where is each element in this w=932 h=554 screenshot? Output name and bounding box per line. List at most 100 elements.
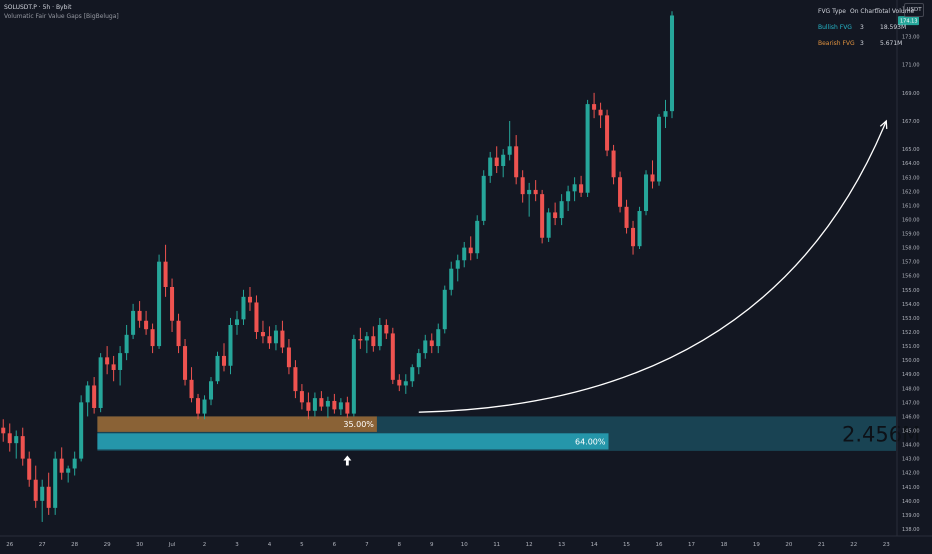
candle [455, 254, 460, 282]
candle [403, 374, 408, 394]
candle [332, 393, 337, 414]
price-tick-label: 149.00 [902, 372, 920, 378]
price-tick-label: 145.00 [902, 428, 920, 434]
candle-body [345, 402, 350, 414]
fvg-volume-label: 2.456M [842, 423, 920, 447]
candle-body [234, 319, 239, 325]
candle [618, 171, 623, 213]
price-tick-label: 163.00 [902, 175, 920, 181]
candle [559, 194, 564, 226]
candle-body [150, 329, 155, 347]
candle [592, 92, 597, 119]
price-tick-label: 167.00 [902, 119, 920, 125]
date-tick-label: 21 [818, 542, 825, 548]
candle [189, 367, 194, 403]
candle-body [241, 296, 246, 320]
candle [228, 317, 233, 375]
candle [663, 99, 668, 129]
candle [293, 360, 298, 399]
candle-body [189, 379, 194, 399]
candle-body [338, 402, 343, 410]
candle [40, 479, 45, 522]
candle [234, 310, 239, 335]
candle-body [429, 340, 434, 347]
candle-body [14, 436, 19, 444]
date-tick-label: 16 [656, 542, 663, 548]
candle-body [501, 154, 506, 167]
candle-body [663, 111, 668, 117]
candle [157, 254, 162, 349]
price-tick-label: 171.00 [902, 63, 920, 69]
date-tick-label: Jul [168, 542, 176, 548]
candle-body [605, 115, 610, 151]
candle [273, 324, 278, 351]
candle-body [637, 211, 642, 247]
candle [306, 392, 311, 420]
candle-body [546, 212, 551, 238]
candle-body [598, 109, 603, 116]
candle-body [488, 157, 493, 176]
candle [131, 303, 136, 340]
candle-body [267, 336, 272, 344]
candle-body [423, 340, 428, 354]
candle [59, 447, 64, 480]
candle [364, 332, 369, 354]
candle [390, 327, 395, 385]
date-tick-label: 11 [493, 542, 500, 548]
candle [260, 320, 265, 344]
candle [150, 323, 155, 354]
candle-body [390, 333, 395, 380]
candle-body [98, 357, 103, 408]
candle-body [358, 339, 363, 341]
date-tick-label: 22 [850, 542, 857, 548]
candle-body [449, 268, 454, 290]
date-tick-label: 8 [398, 542, 402, 548]
candle [650, 160, 655, 189]
candle [118, 346, 123, 386]
date-tick-label: 10 [461, 542, 468, 548]
candle [416, 348, 421, 375]
candle-body [442, 289, 447, 330]
candle-body [221, 355, 227, 366]
candle [546, 208, 551, 242]
price-tick-label: 159.00 [902, 232, 920, 238]
candle [631, 220, 636, 255]
currency-badge[interactable]: USDT [904, 3, 924, 17]
candle [183, 339, 188, 386]
candle-body [131, 310, 136, 335]
candle [7, 423, 12, 452]
candle-body [40, 486, 45, 501]
price-tick-label: 154.00 [902, 302, 920, 308]
symbol-title[interactable]: SOLUSDT.P · 5h · Bybit [4, 4, 72, 11]
candle [585, 99, 590, 197]
candle [436, 323, 441, 354]
candle [611, 144, 616, 185]
date-tick-label: 7 [365, 542, 369, 548]
candle-body [468, 247, 473, 254]
candle-body [66, 468, 71, 473]
candle-body [507, 146, 512, 155]
candle-body [403, 381, 408, 386]
bullish-volume-bar [97, 433, 609, 450]
trend-arrowhead-icon [879, 119, 888, 130]
indicator-title[interactable]: Volumatic Fair Value Gaps [BigBeluga] [4, 13, 119, 20]
date-tick-label: 13 [558, 542, 565, 548]
candle [338, 398, 343, 416]
candle [79, 395, 84, 462]
price-tick-label: 158.00 [902, 246, 920, 252]
bullish-fvg-count: 3 [860, 24, 864, 31]
candle [53, 451, 58, 515]
candle-body [228, 324, 233, 366]
price-tick-label: 173.00 [902, 35, 920, 41]
candle-body [559, 201, 564, 219]
candle-body [247, 296, 252, 303]
candle-body [124, 334, 129, 354]
date-tick-label: 27 [39, 542, 46, 548]
candle [468, 236, 473, 261]
candle [299, 384, 304, 410]
candle-body [644, 174, 649, 212]
date-tick-label: 20 [785, 542, 792, 548]
candle [254, 295, 259, 340]
